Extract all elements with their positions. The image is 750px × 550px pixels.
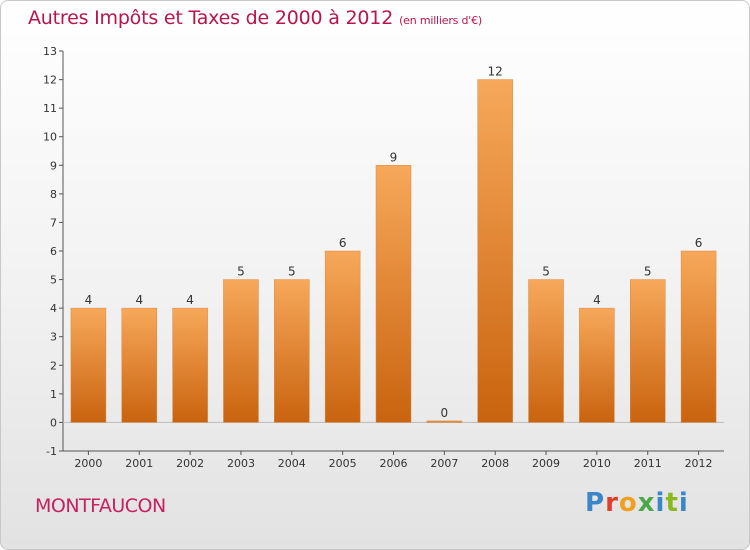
x-tick-label: 2005 (329, 457, 357, 470)
bar (375, 165, 412, 423)
bar (528, 279, 564, 423)
x-tick-label: 2011 (634, 457, 662, 470)
y-tick-label: 11 (43, 102, 57, 115)
data-label: 4 (186, 293, 194, 307)
data-label: 6 (339, 236, 347, 250)
bar (324, 250, 361, 423)
x-tick-label: 2004 (278, 457, 306, 470)
y-tick-label: 7 (50, 216, 57, 229)
title-text: Autres Impôts et Taxes de 2000 à 2012 (28, 7, 394, 29)
y-tick-label: 0 (50, 416, 57, 429)
proxiti-logo: Proxiti (585, 488, 689, 518)
data-label: 5 (237, 265, 245, 279)
bar (477, 79, 513, 423)
y-tick-label: 13 (43, 45, 57, 58)
data-label: 4 (135, 293, 143, 307)
chart-title: Autres Impôts et Taxes de 2000 à 2012 (en… (28, 7, 482, 29)
data-label: 4 (85, 293, 93, 307)
data-label: 5 (644, 265, 652, 279)
x-tick-label: 2008 (481, 457, 509, 470)
bar (223, 279, 259, 423)
y-tick-label: -1 (46, 445, 57, 458)
x-tick-label: 2006 (380, 457, 408, 470)
chart-subtitle: (en milliers d'€) (399, 14, 482, 27)
data-label: 9 (390, 150, 398, 164)
bar (629, 279, 666, 423)
y-tick-label: 12 (43, 74, 57, 87)
y-tick-label: 9 (50, 159, 57, 172)
data-label: 0 (441, 406, 449, 420)
x-tick-label: 2000 (74, 457, 102, 470)
y-tick-label: 3 (50, 331, 57, 344)
x-tick-label: 2012 (685, 457, 713, 470)
y-tick-label: 1 (50, 388, 57, 401)
y-tick-label: 2 (50, 359, 57, 372)
x-tick-label: 2001 (125, 457, 153, 470)
data-label: 5 (542, 265, 550, 279)
y-tick-label: 10 (43, 131, 57, 144)
bar (274, 279, 310, 423)
y-tick-label: 8 (50, 188, 57, 201)
data-label: 4 (593, 293, 601, 307)
y-tick-label: 6 (50, 245, 57, 258)
x-tick-label: 2007 (430, 457, 458, 470)
x-tick-label: 2009 (532, 457, 560, 470)
data-label: 12 (488, 65, 503, 79)
bar (426, 420, 463, 423)
data-label: 6 (695, 236, 703, 250)
y-tick-label: 5 (50, 274, 57, 287)
x-tick-label: 2010 (583, 457, 611, 470)
y-tick-label: 4 (50, 302, 57, 315)
bar (680, 250, 717, 423)
city-name: MONTFAUCON (35, 495, 166, 517)
bar (172, 307, 208, 423)
bar (70, 307, 107, 423)
x-tick-label: 2003 (227, 457, 255, 470)
bar (579, 307, 615, 423)
data-label: 5 (288, 265, 296, 279)
bar (121, 307, 158, 423)
x-tick-label: 2002 (176, 457, 204, 470)
